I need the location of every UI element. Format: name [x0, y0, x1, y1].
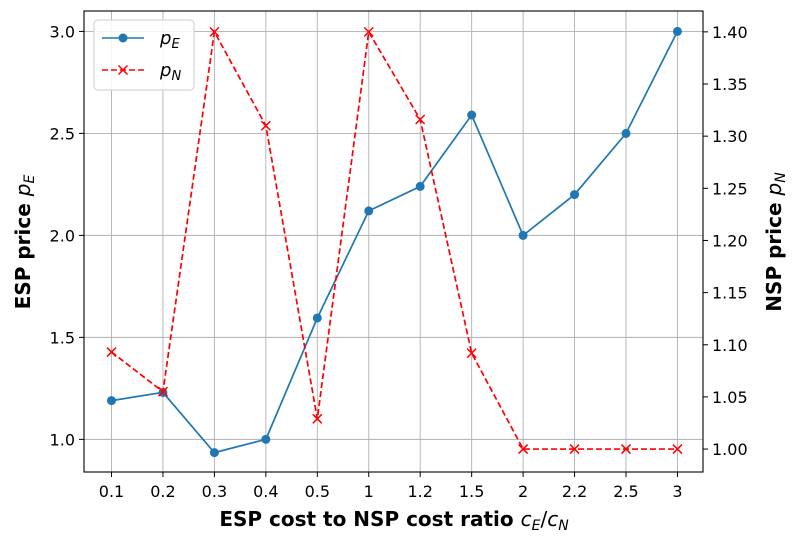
legend-marker-pN [117, 64, 129, 76]
y-right-tick-label: 1.00 [712, 440, 748, 459]
data-point-pN [260, 120, 271, 131]
data-point-pN [415, 114, 426, 125]
legend-label-pN: pN [159, 60, 181, 84]
x-tick-label: 0.5 [305, 482, 330, 501]
data-point-pE [107, 396, 116, 406]
data-point-pN [312, 413, 323, 424]
y-left-tick-label: 3.0 [50, 22, 75, 41]
y-right-tick-label: 1.30 [712, 127, 748, 146]
data-point-pE [518, 230, 528, 240]
x-tick-label: 2 [518, 482, 528, 501]
x-tick-label: 2.5 [613, 482, 638, 501]
data-point-pN [363, 26, 374, 37]
x-tick-label: 0.3 [202, 482, 227, 501]
data-point-pN [672, 444, 683, 455]
y-axis-left-label: ESP price pE [11, 175, 38, 310]
data-point-pN [518, 444, 529, 455]
data-point-pE [209, 448, 219, 458]
data-point-pE [364, 206, 374, 216]
y-right-tick-label: 1.10 [712, 336, 748, 355]
data-point-pN [106, 347, 117, 358]
data-point-pE [312, 313, 322, 323]
x-tick-label: 0.1 [99, 482, 124, 501]
data-point-pN [209, 26, 220, 37]
data-point-pN [620, 444, 632, 455]
ticks: 0.1 0.2 0.3 0.4 0.5 1 1.2 1.5 2 2.2 2.5 3 1.0 1.5 2.0 2… [50, 22, 748, 501]
y-axis-right-label: NSP price pN [762, 172, 789, 312]
series-line-pN [110, 29, 678, 450]
series-layer [106, 26, 683, 458]
y-left-tick-label: 1.5 [50, 328, 75, 347]
x-tick-label: 0.4 [253, 482, 278, 501]
legend: pE pN [93, 19, 195, 91]
x-tick-label: 0.2 [150, 482, 175, 501]
y-right-tick-label: 1.05 [712, 388, 748, 407]
data-point-pN [466, 348, 477, 359]
plot-frame [83, 10, 704, 473]
x-tick-label: 3 [672, 482, 682, 501]
data-point-pE [415, 181, 425, 191]
grid [84, 11, 703, 472]
x-tick-label: 1.5 [459, 482, 484, 501]
y-right-tick-label: 1.15 [712, 284, 748, 303]
y-left-tick-label: 1.0 [50, 430, 75, 449]
x-tick-label: 1.2 [407, 482, 432, 501]
y-left-tick-label: 2.5 [50, 124, 75, 143]
data-point-pE [570, 190, 580, 200]
y-right-tick-label: 1.20 [712, 231, 748, 250]
y-left-tick-label: 2.0 [50, 226, 75, 245]
x-tick-label: 2.2 [562, 482, 587, 501]
data-point-pE [672, 26, 682, 36]
y-right-tick-label: 1.25 [712, 179, 748, 198]
data-point-pN [569, 444, 580, 455]
data-point-pE [621, 128, 631, 138]
data-point-pE [261, 434, 271, 444]
series-line-pE [111, 31, 679, 454]
y-right-tick-label: 1.40 [712, 23, 748, 42]
data-point-pE [467, 110, 477, 120]
y-right-tick-label: 1.35 [712, 75, 748, 94]
data-point-pN [157, 386, 168, 397]
legend-label-pE: pE [159, 28, 180, 52]
x-tick-label: 1 [364, 482, 374, 501]
x-axis-label: ESP cost to NSP cost ratio cE/cN [219, 507, 569, 534]
legend-marker-pE [118, 33, 128, 43]
